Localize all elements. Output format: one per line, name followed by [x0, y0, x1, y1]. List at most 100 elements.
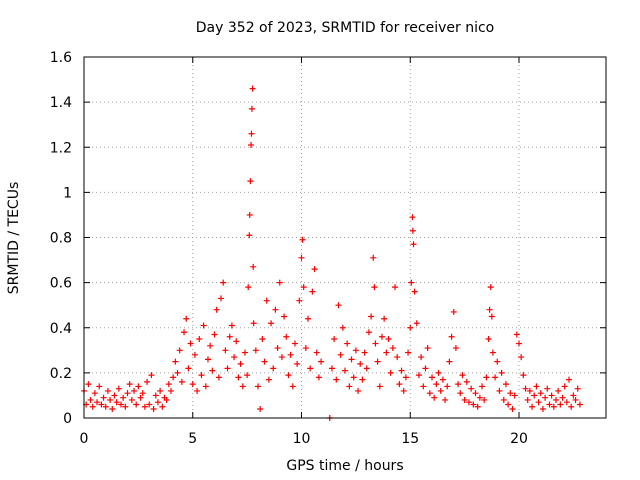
- data-point: [328, 365, 335, 372]
- data-point: [174, 369, 181, 376]
- data-point: [249, 85, 256, 92]
- data-point: [85, 381, 92, 388]
- data-point: [196, 336, 203, 343]
- data-point: [122, 403, 129, 410]
- x-axis-label: GPS time / hours: [286, 458, 403, 474]
- data-point: [113, 399, 120, 406]
- data-point: [339, 324, 346, 331]
- data-point: [191, 351, 198, 358]
- data-point: [402, 374, 409, 381]
- data-point: [87, 396, 94, 403]
- data-point: [146, 401, 153, 408]
- data-point: [394, 354, 401, 361]
- data-point: [311, 266, 318, 273]
- data-point: [544, 385, 551, 392]
- data-point: [163, 396, 170, 403]
- data-point: [494, 358, 501, 365]
- data-point: [291, 340, 298, 347]
- data-point: [408, 279, 415, 286]
- data-point: [117, 401, 124, 408]
- data-point: [91, 390, 98, 397]
- data-point: [470, 401, 477, 408]
- data-point: [450, 308, 457, 315]
- y-tick-label: 0.6: [50, 276, 72, 292]
- data-point: [226, 333, 233, 340]
- data-point: [396, 381, 403, 388]
- data-point: [442, 396, 449, 403]
- data-point: [255, 383, 261, 390]
- data-point: [418, 354, 425, 361]
- data-point: [435, 369, 442, 376]
- data-point: [257, 405, 264, 412]
- data-point: [144, 378, 151, 385]
- data-point: [278, 354, 285, 361]
- data-point: [289, 383, 296, 390]
- data-point: [365, 329, 372, 336]
- data-point: [481, 396, 488, 403]
- data-point: [224, 365, 231, 372]
- data-point: [400, 387, 407, 394]
- data-point: [296, 297, 303, 304]
- data-point: [231, 354, 238, 361]
- data-point: [539, 405, 546, 412]
- y-tick-label: 1.6: [50, 50, 72, 66]
- data-point: [299, 236, 306, 243]
- data-point: [474, 403, 481, 410]
- data-point: [522, 385, 529, 392]
- data-point: [507, 390, 514, 397]
- data-point: [342, 367, 348, 374]
- data-point: [409, 227, 416, 234]
- data-point: [498, 369, 505, 376]
- data-point: [422, 365, 429, 372]
- data-point: [187, 340, 194, 347]
- data-point: [181, 329, 188, 336]
- data-point: [572, 396, 579, 403]
- data-point: [531, 392, 538, 399]
- data-point: [239, 383, 246, 390]
- plot-frame: [83, 56, 607, 419]
- data-point: [359, 376, 366, 383]
- y-tick-label: 1.2: [50, 140, 72, 156]
- data-point: [246, 211, 253, 218]
- data-point: [363, 365, 370, 372]
- data-point: [371, 284, 378, 291]
- x-tick-label: 5: [188, 431, 197, 447]
- data-point: [261, 358, 268, 365]
- data-point: [337, 351, 344, 358]
- data-point: [489, 349, 496, 356]
- data-point: [496, 387, 503, 394]
- x-tick-label: 15: [401, 431, 419, 447]
- data-point: [102, 403, 109, 410]
- data-point: [472, 390, 479, 397]
- axis-ticks: 0 0.2 0.4 0.6 0.8 1 1.2 1.4 1.6 0 5 10 15 20: [50, 50, 606, 447]
- data-point: [387, 369, 394, 376]
- data-point: [424, 345, 431, 352]
- data-point: [492, 374, 499, 381]
- data-point: [546, 401, 553, 408]
- data-point: [313, 349, 320, 356]
- data-point: [568, 403, 575, 410]
- data-point: [170, 374, 177, 381]
- data-point: [148, 372, 155, 379]
- data-point: [315, 374, 322, 381]
- data-point: [524, 396, 531, 403]
- data-point: [285, 372, 292, 379]
- data-point: [561, 383, 568, 390]
- data-point: [248, 141, 255, 148]
- data-points: [81, 85, 583, 421]
- data-point: [298, 254, 305, 261]
- data-point: [124, 390, 131, 397]
- data-point: [409, 214, 416, 221]
- data-point: [335, 302, 342, 309]
- data-point: [268, 320, 275, 327]
- y-tick-label: 0.4: [50, 321, 72, 337]
- data-point: [96, 383, 103, 390]
- data-point: [420, 383, 427, 390]
- data-point: [520, 372, 527, 379]
- data-point: [452, 345, 459, 352]
- data-point: [502, 381, 509, 388]
- data-point: [272, 306, 279, 313]
- data-point: [370, 254, 377, 261]
- data-point: [378, 333, 385, 340]
- data-point: [165, 381, 172, 388]
